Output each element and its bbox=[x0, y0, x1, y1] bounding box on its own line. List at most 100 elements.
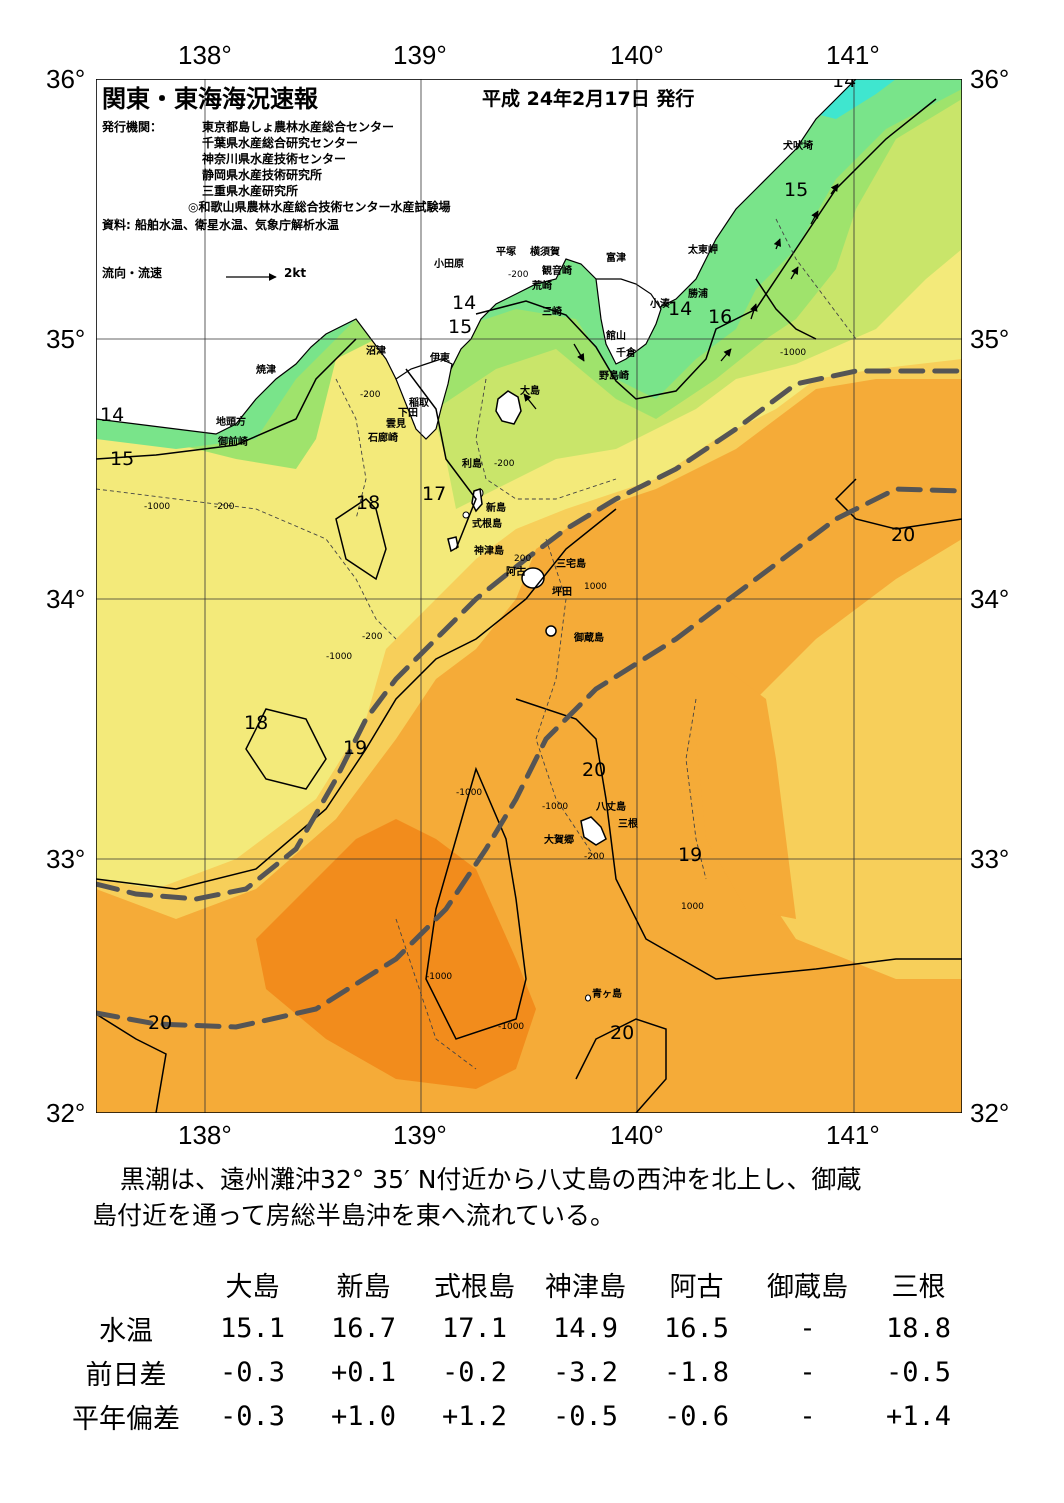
flow-legend-scale: 2kt bbox=[284, 266, 306, 280]
lon-tick-141: 141° bbox=[826, 40, 880, 70]
isotherm-18-north: 18 bbox=[356, 492, 380, 514]
isotherm-15-west: 15 bbox=[110, 448, 134, 470]
lat-tick-33-right: 33° bbox=[970, 844, 1010, 874]
boso-peninsula bbox=[595, 278, 662, 365]
issue-date: 平成 24年2月17日 発行 bbox=[482, 87, 694, 110]
current-arrows bbox=[226, 183, 839, 410]
lat-tick-36-right: 36° bbox=[970, 64, 1010, 94]
depth-label-200-miyake: 200 bbox=[514, 554, 531, 564]
row-label-anomaly: 平年偏差 bbox=[72, 1403, 180, 1435]
place-tsubota: 坪田 bbox=[552, 585, 572, 598]
isotherm-19-east: 19 bbox=[678, 844, 702, 866]
depth-label-1000-hachijo: -1000 bbox=[542, 802, 568, 812]
depth-label-200-sagami: -200 bbox=[508, 270, 529, 280]
kozushima-island bbox=[447, 536, 459, 553]
cell: 15.1 bbox=[219, 1312, 286, 1344]
col-shikinejima: 式根島 bbox=[434, 1271, 515, 1303]
place-kozushima: 神津島 bbox=[474, 544, 504, 557]
cell: -0.2 bbox=[441, 1356, 508, 1388]
isotherm-20-south: 20 bbox=[610, 1022, 634, 1044]
depth-label-1000-sw: -1000 bbox=[426, 972, 452, 982]
depth-label-1000-south: -1000 bbox=[456, 788, 482, 798]
isotherm-19-west: 19 bbox=[343, 737, 367, 759]
lat-tick-34: 34° bbox=[46, 584, 86, 614]
lon-tick-138-bottom: 138° bbox=[178, 1120, 232, 1150]
depth-label-1000-s: -1000 bbox=[498, 1022, 524, 1032]
lon-tick-138: 138° bbox=[178, 40, 232, 70]
lon-tick-141-bottom: 141° bbox=[826, 1120, 880, 1150]
cell: +1.4 bbox=[885, 1400, 952, 1432]
place-jitokata: 地頭方 bbox=[216, 415, 246, 428]
isotherm-20-west: 20 bbox=[148, 1012, 172, 1034]
niijima-island bbox=[471, 488, 483, 513]
flow-legend-label: 流向・流速 bbox=[102, 265, 162, 280]
kuroshio-summary: 黒潮は、遠州灘沖32° 35′ N付近から八丈島の西沖を北上し、御蔵 島付近を通… bbox=[80, 1162, 980, 1234]
place-ito: 伊東 bbox=[429, 351, 450, 364]
isotherm-14-west: 14 bbox=[100, 404, 124, 426]
place-arasaki: 荒崎 bbox=[531, 279, 552, 292]
lat-tick-33: 33° bbox=[46, 844, 86, 874]
place-niijima: 新島 bbox=[486, 501, 506, 514]
lat-tick-36: 36° bbox=[46, 64, 86, 94]
place-kumomi: 雲見 bbox=[386, 418, 406, 430]
place-shimoda: 下田 bbox=[398, 407, 418, 419]
cell: -0.6 bbox=[663, 1400, 730, 1432]
grid bbox=[96, 79, 962, 1113]
lat-tick-34-right: 34° bbox=[970, 584, 1010, 614]
isotherm-14-north: 14 bbox=[832, 79, 856, 92]
row-label-daydiff: 前日差 bbox=[85, 1359, 167, 1391]
isotherm-14-boso: 14 bbox=[668, 298, 692, 320]
publisher-2: 千葉県水産総合研究センター bbox=[202, 135, 358, 150]
place-okago: 大賀郷 bbox=[544, 833, 574, 846]
place-futtsu: 富津 bbox=[606, 251, 626, 264]
cell: +0.1 bbox=[330, 1356, 397, 1388]
cell: - bbox=[799, 1356, 816, 1388]
place-mitsune: 三根 bbox=[618, 817, 638, 830]
lat-tick-32-right: 32° bbox=[970, 1098, 1010, 1128]
isotherms bbox=[96, 98, 962, 1113]
place-hachijojima: 八丈島 bbox=[595, 800, 626, 813]
depth-label-200-west: -200 bbox=[214, 502, 235, 512]
depth-label-200-suruga: -200 bbox=[360, 390, 381, 400]
isotherm-20-hachijo: 20 bbox=[582, 759, 606, 781]
place-chikura: 千倉 bbox=[616, 346, 637, 359]
honshu-land bbox=[96, 79, 857, 436]
depth-label-1000-west: -1000 bbox=[144, 502, 170, 512]
depth-label-200-hachijo: -200 bbox=[584, 852, 605, 862]
place-aogashima: 青ヶ島 bbox=[592, 987, 622, 1000]
place-odawara: 小田原 bbox=[433, 257, 464, 270]
publisher-3: 神奈川県水産技術センター bbox=[202, 151, 346, 166]
isotherm-15-sagami: 15 bbox=[448, 316, 472, 338]
place-kannonzaki: 観音崎 bbox=[542, 264, 572, 277]
publisher-1: 東京都島しょ農林水産総合センター bbox=[202, 119, 394, 134]
cell: - bbox=[799, 1400, 816, 1432]
col-oshima: 大島 bbox=[225, 1271, 280, 1303]
place-mikurajima: 御蔵島 bbox=[573, 631, 604, 644]
place-numazu: 沼津 bbox=[366, 344, 386, 357]
place-yokosuka: 横須賀 bbox=[530, 245, 560, 258]
place-katsuura: 勝浦 bbox=[688, 287, 708, 300]
place-kominato: 小湊 bbox=[649, 297, 671, 310]
data-source: 資料: 船舶水温、衛星水温、気象庁解析水温 bbox=[102, 217, 339, 232]
place-nojimazaki: 野島崎 bbox=[599, 369, 629, 382]
place-misaki: 三崎 bbox=[542, 305, 562, 318]
place-inatori: 稲取 bbox=[409, 396, 430, 409]
cell: 14.9 bbox=[552, 1312, 619, 1344]
cell: 18.8 bbox=[885, 1312, 952, 1344]
place-toshima: 利島 bbox=[462, 457, 482, 470]
cell: -0.3 bbox=[219, 1400, 286, 1432]
col-mitsune: 三根 bbox=[891, 1271, 946, 1303]
publisher-5: 三重県水産研究所 bbox=[202, 183, 298, 198]
isotherm-20-east: 20 bbox=[891, 524, 915, 546]
cell: +1.2 bbox=[441, 1400, 508, 1432]
table-row: 平年偏差 -0.3 +1.0 +1.2 -0.5 -0.6 - +1.4 bbox=[55, 1394, 974, 1438]
lon-tick-140: 140° bbox=[610, 40, 664, 70]
place-miyakejima: 三宅島 bbox=[556, 557, 586, 570]
lon-tick-139: 139° bbox=[393, 40, 447, 70]
table-header-row: 大島 新島 式根島 神津島 阿古 御蔵島 三根 bbox=[55, 1262, 974, 1306]
table-row: 前日差 -0.3 +0.1 -0.2 -3.2 -1.8 - -0.5 bbox=[55, 1350, 974, 1394]
place-irozaki: 石廊崎 bbox=[367, 431, 398, 444]
col-niijima: 新島 bbox=[336, 1271, 391, 1303]
cell: - bbox=[799, 1312, 816, 1344]
depth-label-1000-boso: -1000 bbox=[780, 348, 806, 358]
